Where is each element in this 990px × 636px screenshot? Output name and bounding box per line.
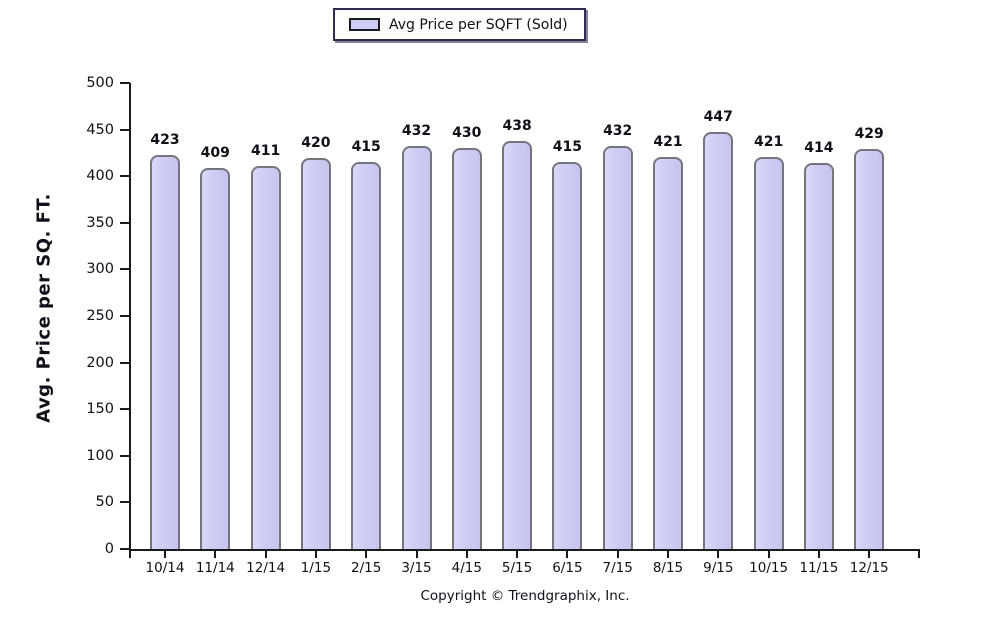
bar (854, 149, 885, 549)
x-tick-label: 11/14 (195, 560, 235, 576)
x-axis-line (129, 549, 920, 551)
x-tick-label: 12/14 (246, 560, 286, 576)
y-tick-label: 400 (86, 168, 114, 185)
y-tick (120, 315, 130, 317)
bar-value-label: 432 (401, 123, 432, 140)
bar-value-label: 430 (452, 125, 482, 142)
y-tick (120, 82, 130, 84)
bar-value-label: 447 (703, 109, 733, 126)
bar-value-label: 411 (250, 142, 281, 159)
y-axis-line (129, 83, 131, 558)
y-tick-label: 350 (86, 214, 114, 231)
x-axis-end-tick (918, 549, 920, 558)
legend-label: Avg Price per SQFT (Sold) (389, 16, 568, 33)
x-tick-label: 2/15 (351, 560, 382, 576)
bar (653, 156, 683, 549)
bar-value-label: 421 (753, 133, 784, 150)
bar-value-label: 432 (603, 123, 633, 140)
y-tick (120, 128, 130, 131)
x-tick-label: 3/15 (401, 560, 432, 576)
bar (552, 162, 583, 549)
x-tick (717, 551, 720, 558)
y-tick-label: 300 (86, 261, 114, 278)
bar (351, 162, 382, 549)
y-tick-label: 450 (86, 121, 114, 138)
x-tick (264, 551, 267, 558)
x-tick-label: 7/15 (602, 560, 633, 576)
y-tick (120, 175, 130, 178)
x-tick-label: 8/15 (652, 560, 684, 576)
x-tick (817, 551, 820, 558)
bar (803, 163, 834, 549)
bar-value-label: 421 (653, 133, 683, 150)
x-tick-label: 1/15 (300, 560, 332, 576)
y-tick-label: 250 (86, 308, 114, 324)
bar (502, 140, 533, 549)
x-tick-label: 11/15 (799, 560, 839, 576)
bar-value-label: 415 (351, 139, 381, 156)
bar-value-label: 438 (502, 117, 532, 134)
bar-value-label: 414 (804, 140, 834, 157)
bar (200, 167, 231, 549)
y-tick-label: 50 (95, 494, 114, 511)
x-tick-label: 6/15 (552, 560, 583, 576)
x-tick (566, 551, 569, 558)
x-tick (667, 551, 669, 558)
x-tick (214, 551, 217, 558)
bar-value-label: 420 (301, 134, 331, 151)
bar (401, 146, 432, 549)
x-tick-label: 4/15 (451, 560, 482, 576)
x-tick-label: 12/15 (849, 560, 889, 576)
y-tick (120, 268, 130, 271)
y-tick (120, 361, 130, 364)
bar (602, 146, 633, 549)
bar-value-label: 423 (150, 131, 180, 148)
bar (250, 165, 281, 549)
y-tick-label: 0 (104, 541, 114, 557)
legend: Avg Price per SQFT (Sold) (333, 8, 586, 41)
x-tick (314, 551, 317, 558)
copyright-text: Copyright © Trendgraphix, Inc. (420, 588, 630, 604)
bar (703, 132, 734, 549)
x-tick-label: 5/15 (501, 560, 533, 576)
bar (150, 154, 180, 549)
y-tick (120, 408, 130, 411)
x-tick-label: 10/15 (749, 560, 789, 576)
x-tick (767, 551, 770, 558)
bar (451, 148, 482, 549)
bar (753, 156, 784, 549)
y-tick-label: 500 (86, 75, 114, 91)
x-tick-label: 10/14 (145, 560, 185, 576)
x-tick (465, 551, 468, 558)
x-tick (415, 551, 418, 558)
x-tick (516, 551, 519, 558)
y-tick (120, 454, 130, 457)
y-tick-label: 100 (86, 447, 114, 464)
y-tick (120, 221, 130, 224)
x-tick (616, 551, 619, 558)
x-tick (365, 551, 368, 558)
y-tick (120, 501, 130, 504)
y-tick (120, 548, 130, 550)
y-tick-label: 200 (86, 354, 114, 371)
bar (300, 157, 331, 549)
bar-value-label: 409 (200, 144, 230, 161)
x-tick (868, 551, 871, 558)
bar-value-label: 429 (854, 126, 884, 143)
y-tick-label: 150 (86, 401, 114, 418)
bar-value-label: 415 (552, 139, 582, 156)
y-axis-title: Avg. Price per SQ. FT. (33, 193, 55, 423)
legend-swatch-icon (349, 18, 380, 31)
x-tick (164, 551, 166, 558)
x-tick-label: 9/15 (703, 560, 734, 576)
